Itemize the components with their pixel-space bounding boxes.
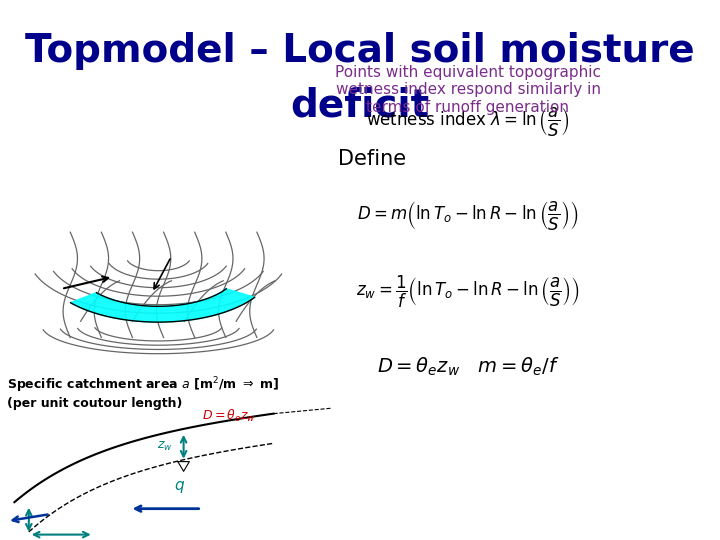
Text: wetness index $\lambda = \ln\left(\dfrac{a}{S}\right)$: wetness index $\lambda = \ln\left(\dfrac…: [366, 105, 570, 138]
Text: $z_w$: $z_w$: [157, 440, 173, 453]
Text: $D= \theta_e z_w$: $D= \theta_e z_w$: [202, 408, 256, 424]
Text: Define: Define: [338, 149, 407, 170]
Text: Specific catchment area $a$ [m$^2$/m $\Rightarrow$ m]
(per unit coutour length): Specific catchment area $a$ [m$^2$/m $\R…: [7, 375, 280, 410]
Text: Points with equivalent topographic
wetness index respond similarly in
terms of r: Points with equivalent topographic wetne…: [335, 65, 601, 114]
Polygon shape: [71, 289, 255, 322]
Text: $D = m\left(\ln T_o - \ln R - \ln\left(\dfrac{a}{S}\right)\right)$: $D = m\left(\ln T_o - \ln R - \ln\left(\…: [357, 199, 579, 233]
Text: $D=\theta_e z_w \quad m= \theta_e/f$: $D=\theta_e z_w \quad m= \theta_e/f$: [377, 356, 559, 379]
Text: $z_w = \dfrac{1}{f}\left(\ln T_o - \ln R - \ln\left(\dfrac{a}{S}\right)\right)$: $z_w = \dfrac{1}{f}\left(\ln T_o - \ln R…: [356, 273, 580, 310]
Polygon shape: [178, 462, 189, 471]
Text: deficit: deficit: [290, 86, 430, 124]
Text: Topmodel – Local soil moisture: Topmodel – Local soil moisture: [25, 32, 695, 70]
Text: $q$: $q$: [174, 479, 186, 495]
